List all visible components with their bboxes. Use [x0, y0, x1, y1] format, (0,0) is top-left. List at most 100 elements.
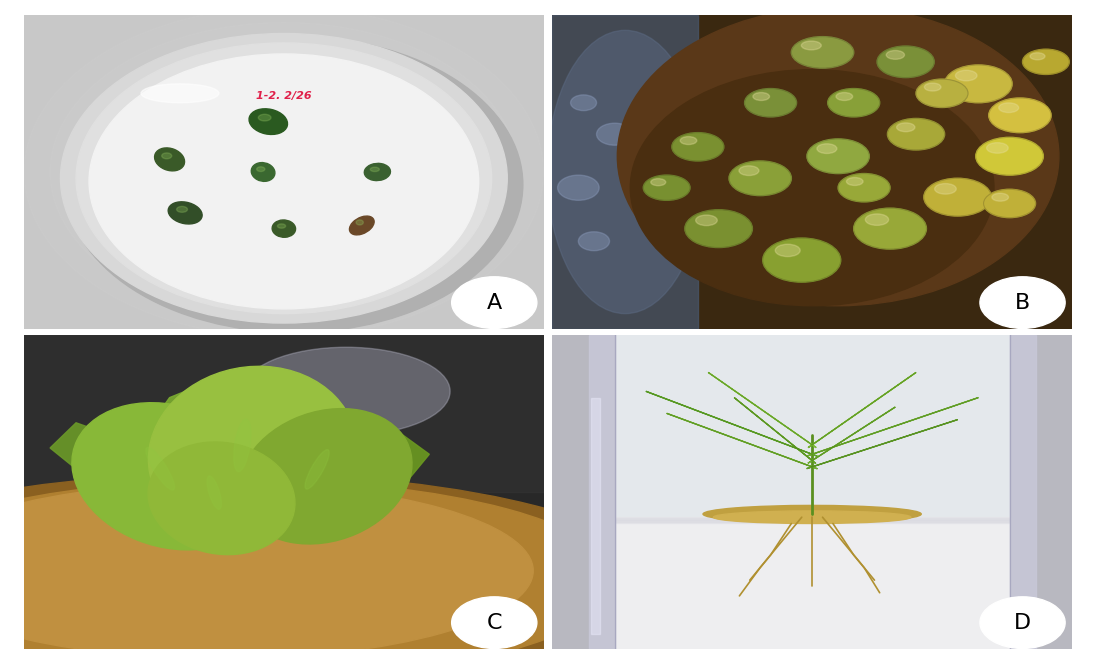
- Circle shape: [452, 277, 537, 329]
- Ellipse shape: [350, 216, 374, 235]
- Polygon shape: [807, 398, 979, 456]
- Circle shape: [452, 597, 537, 649]
- Ellipse shape: [817, 144, 837, 153]
- Ellipse shape: [102, 54, 466, 290]
- Bar: [592, 398, 601, 633]
- Ellipse shape: [924, 83, 941, 91]
- Ellipse shape: [1030, 52, 1044, 60]
- Ellipse shape: [277, 224, 286, 228]
- Ellipse shape: [305, 450, 329, 489]
- Ellipse shape: [233, 419, 251, 472]
- Ellipse shape: [155, 148, 184, 171]
- Ellipse shape: [0, 483, 534, 659]
- Ellipse shape: [739, 166, 758, 175]
- Ellipse shape: [744, 88, 797, 117]
- Ellipse shape: [256, 167, 265, 171]
- Circle shape: [579, 232, 609, 250]
- Ellipse shape: [992, 193, 1008, 201]
- Ellipse shape: [176, 207, 187, 212]
- Ellipse shape: [651, 179, 665, 186]
- Ellipse shape: [1023, 49, 1070, 74]
- Ellipse shape: [141, 84, 219, 103]
- Text: 1-2. 2/26: 1-2. 2/26: [256, 92, 311, 102]
- Ellipse shape: [729, 161, 791, 196]
- Polygon shape: [646, 391, 818, 456]
- Ellipse shape: [239, 408, 412, 544]
- Bar: [615, 517, 1009, 649]
- Ellipse shape: [272, 220, 296, 237]
- Ellipse shape: [681, 137, 697, 145]
- Polygon shape: [808, 373, 916, 448]
- Ellipse shape: [877, 46, 934, 78]
- Ellipse shape: [148, 442, 295, 554]
- Ellipse shape: [854, 208, 926, 249]
- Ellipse shape: [713, 511, 911, 523]
- Ellipse shape: [148, 367, 357, 542]
- Circle shape: [980, 277, 1065, 329]
- Ellipse shape: [945, 65, 1012, 103]
- Ellipse shape: [76, 43, 492, 313]
- Ellipse shape: [703, 505, 922, 523]
- Ellipse shape: [685, 210, 752, 248]
- Ellipse shape: [846, 177, 863, 185]
- Ellipse shape: [672, 133, 723, 161]
- Ellipse shape: [989, 98, 1051, 133]
- Ellipse shape: [356, 220, 364, 225]
- Ellipse shape: [259, 114, 271, 121]
- Bar: [552, 15, 698, 329]
- Text: C: C: [487, 613, 502, 633]
- Ellipse shape: [242, 347, 450, 436]
- Bar: [24, 335, 544, 492]
- Text: D: D: [1014, 613, 1031, 633]
- Bar: [615, 517, 1009, 519]
- Ellipse shape: [162, 153, 172, 159]
- Ellipse shape: [249, 109, 287, 134]
- Ellipse shape: [887, 50, 904, 59]
- Ellipse shape: [956, 70, 977, 81]
- Ellipse shape: [168, 202, 202, 224]
- Ellipse shape: [0, 473, 673, 664]
- Ellipse shape: [364, 163, 390, 181]
- Ellipse shape: [827, 88, 880, 117]
- Ellipse shape: [807, 139, 869, 173]
- Ellipse shape: [251, 163, 275, 181]
- Ellipse shape: [50, 23, 517, 321]
- Polygon shape: [666, 413, 818, 469]
- Polygon shape: [50, 423, 191, 523]
- Circle shape: [980, 597, 1065, 649]
- Bar: [615, 335, 1009, 649]
- Circle shape: [571, 95, 596, 111]
- Ellipse shape: [801, 41, 821, 50]
- Ellipse shape: [775, 244, 800, 256]
- Ellipse shape: [24, 7, 544, 337]
- Ellipse shape: [935, 183, 956, 194]
- Ellipse shape: [983, 189, 1036, 218]
- Ellipse shape: [180, 101, 388, 243]
- Ellipse shape: [924, 178, 992, 216]
- Text: B: B: [1015, 293, 1030, 313]
- Ellipse shape: [630, 70, 994, 305]
- Bar: [615, 518, 1009, 520]
- Ellipse shape: [153, 86, 414, 258]
- Ellipse shape: [975, 137, 1043, 175]
- Polygon shape: [274, 416, 430, 530]
- Ellipse shape: [696, 215, 717, 226]
- Ellipse shape: [547, 31, 703, 313]
- Ellipse shape: [897, 123, 915, 131]
- Ellipse shape: [146, 448, 174, 490]
- Ellipse shape: [643, 175, 690, 201]
- Ellipse shape: [986, 143, 1008, 153]
- Ellipse shape: [72, 402, 267, 550]
- Ellipse shape: [0, 479, 616, 664]
- Bar: [615, 521, 1009, 523]
- Ellipse shape: [866, 214, 889, 225]
- Ellipse shape: [838, 173, 890, 202]
- Ellipse shape: [207, 476, 221, 509]
- Ellipse shape: [128, 70, 439, 274]
- Ellipse shape: [617, 7, 1059, 305]
- Ellipse shape: [206, 117, 362, 227]
- Ellipse shape: [76, 39, 492, 305]
- Text: A: A: [487, 293, 502, 313]
- Bar: [615, 519, 1009, 521]
- Polygon shape: [138, 373, 326, 530]
